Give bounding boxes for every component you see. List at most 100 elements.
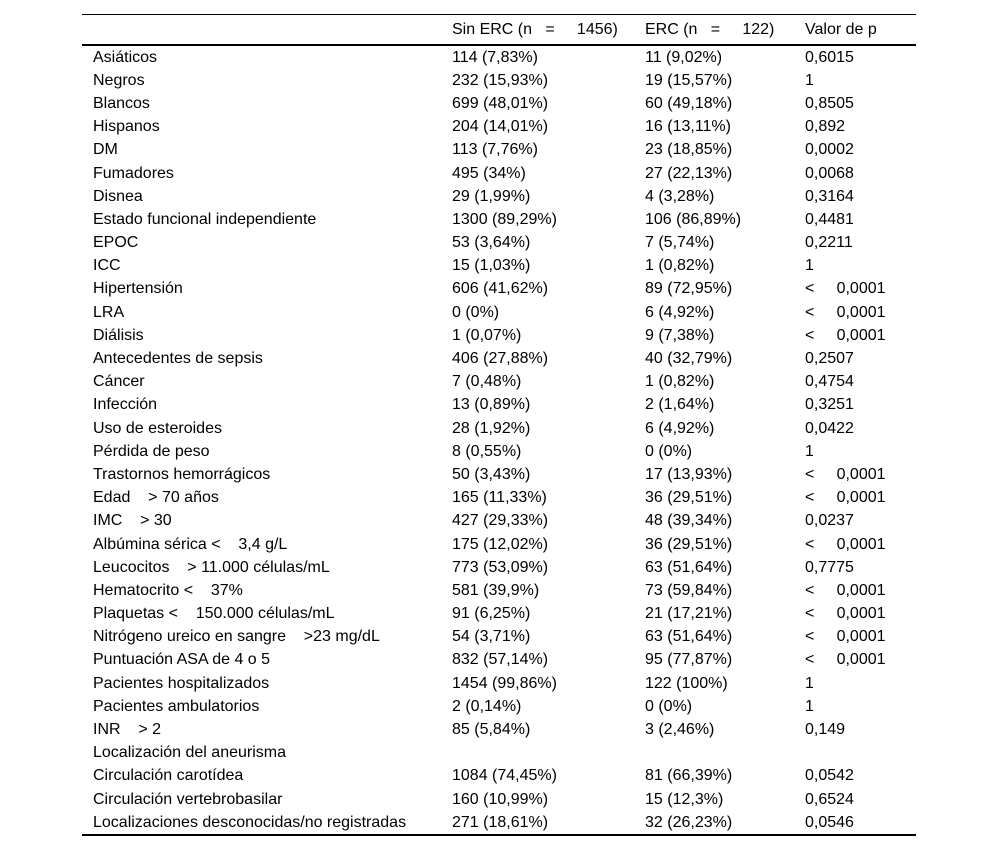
row-label: Nitrógeno ureico en sangre >23 mg/dL — [93, 628, 380, 646]
cell-erc: 63 (51,64%) — [645, 628, 733, 646]
row-label: Hipertensión — [93, 280, 183, 298]
table-header-row: Sin ERC (n = 1456) ERC (n = 122) Valor d… — [82, 14, 916, 46]
table-header: Sin ERC (n = 1456) ERC (n = 122) Valor d… — [82, 14, 916, 46]
table-row: LRA 0 (0%) 6 (4,92%) < 0,0001 — [82, 301, 916, 324]
cell-sin-erc: 699 (48,01%) — [452, 94, 549, 112]
row-label: Circulación vertebrobasilar — [93, 790, 283, 808]
table-row: Fumadores 495 (34%) 27 (22,13%) 0,0068 — [82, 162, 916, 185]
cell-erc: 3 (2,46%) — [645, 721, 715, 739]
cell-sin-erc: 581 (39,9%) — [452, 581, 540, 599]
cell-p-value: 0,0546 — [805, 813, 854, 831]
cell-p-value: < 0,0001 — [805, 535, 886, 553]
table-row: Pérdida de peso 8 (0,55%) 0 (0%) 1 — [82, 440, 916, 463]
row-label: Puntuación ASA de 4 o 5 — [93, 651, 271, 669]
cell-p-value — [805, 742, 916, 765]
cell-erc: 4 (3,28%) — [645, 187, 715, 205]
row-label: Pacientes hospitalizados — [93, 674, 270, 692]
row-label: Trastornos hemorrágicos — [93, 465, 271, 483]
cell-sin-erc: 204 (14,01%) — [452, 118, 549, 136]
row-label: Blancos — [93, 94, 150, 112]
table-row: Albúmina sérica < 3,4 g/L 175 (12,02%) 3… — [82, 533, 916, 556]
cell-sin-erc: 495 (34%) — [452, 164, 526, 182]
cell-p-value: 0,892 — [805, 118, 846, 136]
table-row: Blancos 699 (48,01%) 60 (49,18%) 0,8505 — [82, 92, 916, 115]
row-label: Antecedentes de sepsis — [93, 350, 263, 368]
cell-erc: 15 (12,3%) — [645, 790, 724, 808]
cell-p-value: 0,2507 — [805, 350, 854, 368]
table-row: Pacientes hospitalizados 1454 (99,86%) 1… — [82, 672, 916, 695]
cell-sin-erc: 1 (0,07%) — [452, 326, 522, 344]
cell-p-value: 0,6015 — [805, 48, 854, 66]
cell-erc: 19 (15,57%) — [645, 71, 733, 89]
row-label: Fumadores — [93, 164, 174, 182]
table-row: Nitrógeno ureico en sangre >23 mg/dL 54 … — [82, 626, 916, 649]
cell-erc: 63 (51,64%) — [645, 558, 733, 576]
row-label: Diálisis — [93, 326, 144, 344]
table-row: Diálisis 1 (0,07%) 9 (7,38%) < 0,0001 — [82, 324, 916, 347]
cell-p-value: 0,7775 — [805, 558, 854, 576]
cell-sin-erc: 13 (0,89%) — [452, 396, 531, 414]
row-label: EPOC — [93, 234, 139, 252]
row-label: Plaquetas < 150.000 células/mL — [93, 605, 335, 623]
cell-sin-erc: 271 (18,61%) — [452, 813, 549, 831]
cell-sin-erc: 832 (57,14%) — [452, 651, 549, 669]
cell-p-value: < 0,0001 — [805, 489, 886, 507]
table-row: ICC 15 (1,03%) 1 (0,82%) 1 — [82, 255, 916, 278]
cell-p-value: 0,0542 — [805, 767, 854, 785]
table-row: Trastornos hemorrágicos 50 (3,43%) 17 (1… — [82, 463, 916, 486]
row-label: Hispanos — [93, 118, 160, 136]
cell-sin-erc: 606 (41,62%) — [452, 280, 549, 298]
cell-erc: 60 (49,18%) — [645, 94, 733, 112]
table-row: Localización del aneurisma — [82, 742, 916, 765]
header-valor-de-p: Valor de p — [805, 14, 916, 46]
row-label: Disnea — [93, 187, 143, 205]
cell-erc: 48 (39,34%) — [645, 512, 733, 530]
cell-erc: 6 (4,92%) — [645, 419, 715, 437]
cell-sin-erc: 7 (0,48%) — [452, 373, 522, 391]
cell-erc: 73 (59,84%) — [645, 581, 733, 599]
table-row: INR > 2 85 (5,84%) 3 (2,46%) 0,149 — [82, 718, 916, 741]
cell-p-value: < 0,0001 — [805, 605, 886, 623]
table-row: Antecedentes de sepsis 406 (27,88%) 40 (… — [82, 347, 916, 370]
cell-p-value: 0,8505 — [805, 94, 854, 112]
cell-sin-erc: 114 (7,83%) — [452, 48, 538, 66]
cell-p-value: < 0,0001 — [805, 465, 886, 483]
cell-sin-erc: 15 (1,03%) — [452, 257, 531, 275]
table-row: Puntuación ASA de 4 o 5 832 (57,14%) 95 … — [82, 649, 916, 672]
table-row: Circulación carotídea 1084 (74,45%) 81 (… — [82, 765, 916, 788]
cell-sin-erc: 1454 (99,86%) — [452, 674, 557, 692]
cell-p-value: 0,149 — [805, 721, 846, 739]
row-label: Pérdida de peso — [93, 442, 210, 460]
table-row: DM 113 (7,76%) 23 (18,85%) 0,0002 — [82, 139, 916, 162]
table-row: Hipertensión 606 (41,62%) 89 (72,95%) < … — [82, 278, 916, 301]
row-label: Leucocitos > 11.000 células/mL — [93, 558, 330, 576]
cell-erc: 89 (72,95%) — [645, 280, 733, 298]
row-label: Cáncer — [93, 373, 145, 391]
cell-sin-erc: 773 (53,09%) — [452, 558, 549, 576]
cell-erc: 11 (9,02%) — [645, 48, 723, 66]
cell-sin-erc: 85 (5,84%) — [452, 721, 531, 739]
cell-p-value: 0,0422 — [805, 419, 854, 437]
cell-p-value: 1 — [805, 697, 814, 715]
cell-sin-erc: 54 (3,71%) — [452, 628, 531, 646]
row-label: Uso de esteroides — [93, 419, 222, 437]
cell-p-value: 0,0068 — [805, 164, 854, 182]
cell-erc: 1 (0,82%) — [645, 257, 715, 275]
cell-erc: 36 (29,51%) — [645, 535, 733, 553]
table-row: Infección 13 (0,89%) 2 (1,64%) 0,3251 — [82, 394, 916, 417]
cell-p-value: < 0,0001 — [805, 303, 886, 321]
table-row: Disnea 29 (1,99%) 4 (3,28%) 0,3164 — [82, 185, 916, 208]
table-row: Plaquetas < 150.000 células/mL 91 (6,25%… — [82, 603, 916, 626]
cell-sin-erc: 28 (1,92%) — [452, 419, 531, 437]
row-label: IMC > 30 — [93, 512, 172, 530]
cell-sin-erc: 1084 (74,45%) — [452, 767, 557, 785]
table-row: Localizaciones desconocidas/no registrad… — [82, 811, 916, 835]
cell-sin-erc: 50 (3,43%) — [452, 465, 531, 483]
row-label: Circulación carotídea — [93, 767, 244, 785]
table-row: Estado funcional independiente 1300 (89,… — [82, 208, 916, 231]
row-label: Infección — [93, 396, 158, 414]
row-label: LRA — [93, 303, 125, 321]
header-erc: ERC (n = 122) — [645, 14, 805, 46]
cell-p-value: 1 — [805, 674, 814, 692]
row-label: Hematocrito < 37% — [93, 581, 243, 599]
